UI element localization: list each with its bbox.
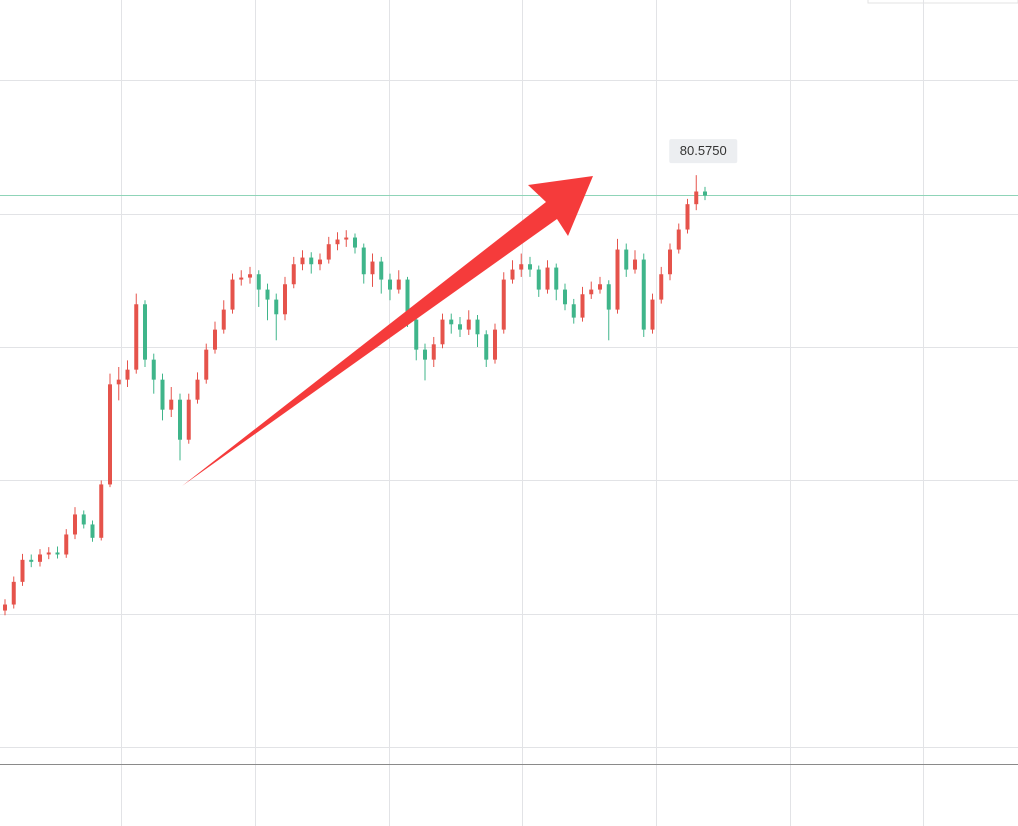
candle-body: [676, 229, 681, 250]
candle-body: [545, 267, 550, 290]
candle-body: [449, 319, 454, 325]
candle-body: [29, 559, 34, 562]
vertical-grid: [121, 0, 924, 826]
candle-body: [475, 319, 480, 335]
candle-body: [501, 279, 506, 330]
candle-body: [55, 552, 60, 555]
candle-body: [335, 239, 340, 245]
candle-body: [300, 257, 305, 265]
candle-body: [73, 514, 77, 535]
candle-body: [510, 269, 515, 280]
candle-body: [554, 267, 559, 290]
candle-body: [213, 329, 217, 350]
candle-body: [230, 279, 235, 310]
candle-body: [615, 249, 620, 310]
candle-body: [606, 284, 611, 310]
candle-body: [388, 279, 392, 290]
candle-body: [151, 359, 156, 380]
candle-body: [580, 294, 585, 318]
candle-body: [405, 279, 410, 320]
candle-body: [650, 299, 655, 330]
candle-body: [353, 237, 357, 248]
annotation-box: [669, 139, 738, 164]
candle-body: [318, 259, 322, 265]
candle-body: [414, 319, 419, 350]
corner-panel: [867, 0, 1018, 4]
candle-body: [125, 369, 130, 380]
candle-body: [283, 284, 287, 315]
arrow: [182, 176, 593, 486]
candle-body: [221, 309, 226, 330]
candle-body: [169, 399, 174, 410]
candle-body: [633, 259, 637, 270]
candle-body: [108, 384, 112, 485]
candle-body: [571, 304, 576, 318]
candle-body: [256, 274, 261, 290]
annotation-label: 80.5750: [680, 143, 727, 158]
candle-body: [160, 379, 165, 410]
candle-body: [134, 304, 139, 370]
candle-body: [484, 334, 489, 360]
candle-body: [81, 514, 86, 525]
candle-body: [563, 289, 567, 305]
candle-body: [589, 289, 594, 295]
candle-body: [598, 284, 602, 290]
candle-body: [423, 349, 427, 360]
candle-body: [659, 274, 664, 300]
candle-body: [178, 399, 182, 440]
candle-body: [703, 191, 707, 196]
candle-body: [309, 257, 314, 265]
candle-body: [248, 274, 252, 278]
candle-body: [265, 289, 270, 300]
candle-body: [519, 264, 524, 270]
candle-body: [3, 604, 7, 611]
candle-body: [624, 249, 629, 270]
candle-body: [361, 247, 366, 275]
candle-body: [344, 237, 349, 240]
candle-body: [46, 552, 51, 555]
candle-body: [90, 524, 95, 538]
candle-body: [493, 329, 497, 360]
candle-body: [64, 534, 69, 555]
candle-body: [458, 324, 462, 330]
candle-body: [440, 319, 445, 345]
candle-body: [685, 204, 690, 230]
candle-body: [204, 349, 209, 380]
candle-body: [694, 191, 699, 205]
candle-body: [11, 581, 16, 605]
candle-body: [641, 259, 646, 330]
candle-body: [370, 261, 375, 275]
candle-body: [20, 559, 25, 582]
candle-body: [536, 269, 541, 290]
candle-body: [186, 399, 191, 440]
candle-body: [528, 264, 532, 270]
candle-body: [396, 279, 401, 290]
candle-body: [379, 261, 384, 280]
candle-body: [38, 554, 42, 562]
candle-body: [466, 319, 471, 330]
candle-body: [431, 344, 436, 360]
candle-body: [143, 304, 147, 360]
candle-body: [274, 299, 279, 315]
candle-body: [239, 277, 244, 280]
candle-body: [99, 484, 104, 538]
candle-body: [326, 244, 331, 260]
plot: 80.5750: [0, 80, 1018, 748]
candle-body: [195, 379, 200, 400]
candle-body: [116, 379, 121, 385]
candle-body: [291, 264, 296, 285]
candle-body: [668, 249, 672, 275]
